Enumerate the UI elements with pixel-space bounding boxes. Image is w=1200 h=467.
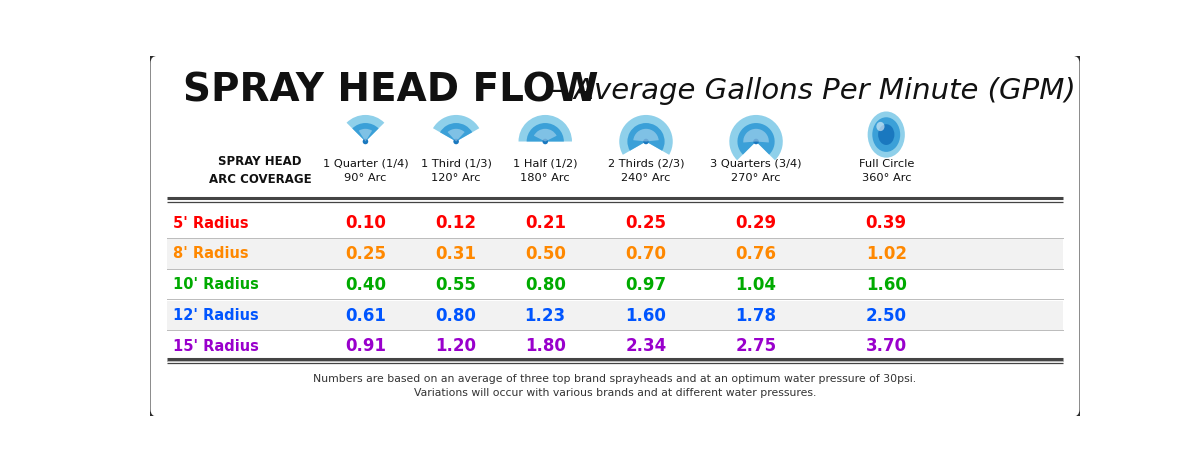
Text: SPRAY HEAD
ARC COVERAGE: SPRAY HEAD ARC COVERAGE <box>209 155 311 186</box>
Text: 0.40: 0.40 <box>344 276 386 294</box>
Text: 1 Quarter (1/4)
90° Arc: 1 Quarter (1/4) 90° Arc <box>323 159 408 183</box>
Text: 1.20: 1.20 <box>436 337 476 355</box>
Circle shape <box>643 139 649 144</box>
Text: 8' Radius: 8' Radius <box>173 247 248 262</box>
Text: 0.25: 0.25 <box>625 214 666 232</box>
Text: 0.10: 0.10 <box>346 214 386 232</box>
Text: 3.70: 3.70 <box>865 337 907 355</box>
Text: 0.61: 0.61 <box>346 306 386 325</box>
Circle shape <box>754 139 758 144</box>
Text: 1.60: 1.60 <box>866 276 907 294</box>
Wedge shape <box>534 129 557 142</box>
Wedge shape <box>628 123 665 151</box>
Text: 0.55: 0.55 <box>436 276 476 294</box>
Text: Numbers are based on an average of three top brand sprayheads and at an optimum : Numbers are based on an average of three… <box>313 375 917 384</box>
Text: 0.25: 0.25 <box>344 245 386 263</box>
Wedge shape <box>730 115 782 160</box>
Circle shape <box>542 139 548 144</box>
Text: Variations will occur with various brands and at different water pressures.: Variations will occur with various brand… <box>414 388 816 397</box>
Text: 5' Radius: 5' Radius <box>173 216 248 231</box>
Text: 0.21: 0.21 <box>524 214 565 232</box>
FancyBboxPatch shape <box>149 54 1081 419</box>
Text: 0.12: 0.12 <box>436 214 476 232</box>
Text: – Average Gallons Per Minute (GPM): – Average Gallons Per Minute (GPM) <box>541 77 1076 105</box>
Text: 0.50: 0.50 <box>524 245 565 263</box>
Ellipse shape <box>878 124 894 145</box>
Wedge shape <box>738 123 775 155</box>
FancyBboxPatch shape <box>167 239 1063 269</box>
Text: 12' Radius: 12' Radius <box>173 308 259 323</box>
Text: Full Circle
360° Arc: Full Circle 360° Arc <box>858 159 914 183</box>
Text: 2.75: 2.75 <box>736 337 776 355</box>
Wedge shape <box>743 129 769 142</box>
Circle shape <box>362 139 368 144</box>
Text: 1.04: 1.04 <box>736 276 776 294</box>
Wedge shape <box>347 115 384 142</box>
Wedge shape <box>448 129 464 142</box>
Text: 1.23: 1.23 <box>524 306 566 325</box>
Wedge shape <box>433 115 479 142</box>
Text: 0.91: 0.91 <box>344 337 386 355</box>
Text: 1.80: 1.80 <box>524 337 565 355</box>
Text: 10' Radius: 10' Radius <box>173 277 259 292</box>
Text: 2.34: 2.34 <box>625 337 667 355</box>
Text: 1.78: 1.78 <box>736 306 776 325</box>
Text: 15' Radius: 15' Radius <box>173 339 259 354</box>
Text: 1 Third (1/3)
120° Arc: 1 Third (1/3) 120° Arc <box>421 159 492 183</box>
Text: 3 Quarters (3/4)
270° Arc: 3 Quarters (3/4) 270° Arc <box>710 159 802 183</box>
Wedge shape <box>634 129 659 142</box>
FancyBboxPatch shape <box>167 301 1063 330</box>
Text: 2 Thirds (2/3)
240° Arc: 2 Thirds (2/3) 240° Arc <box>607 159 684 183</box>
Text: 0.39: 0.39 <box>865 214 907 232</box>
Circle shape <box>454 139 458 144</box>
Wedge shape <box>518 115 572 142</box>
Text: 1.02: 1.02 <box>865 245 907 263</box>
Text: 0.97: 0.97 <box>625 276 666 294</box>
Ellipse shape <box>868 112 905 158</box>
Ellipse shape <box>876 122 884 131</box>
Text: 0.80: 0.80 <box>436 306 476 325</box>
Text: 1.60: 1.60 <box>625 306 666 325</box>
Wedge shape <box>619 115 673 155</box>
Text: 0.80: 0.80 <box>524 276 565 294</box>
Text: 2.50: 2.50 <box>865 306 907 325</box>
Text: 0.70: 0.70 <box>625 245 666 263</box>
Wedge shape <box>440 123 473 142</box>
Ellipse shape <box>872 117 900 152</box>
Wedge shape <box>527 123 564 142</box>
Text: 1 Half (1/2)
180° Arc: 1 Half (1/2) 180° Arc <box>514 159 577 183</box>
Text: 0.31: 0.31 <box>436 245 476 263</box>
Wedge shape <box>359 129 372 142</box>
Wedge shape <box>353 123 379 142</box>
Text: 0.76: 0.76 <box>736 245 776 263</box>
Text: 0.29: 0.29 <box>736 214 776 232</box>
Text: SPRAY HEAD FLOW: SPRAY HEAD FLOW <box>182 72 598 110</box>
